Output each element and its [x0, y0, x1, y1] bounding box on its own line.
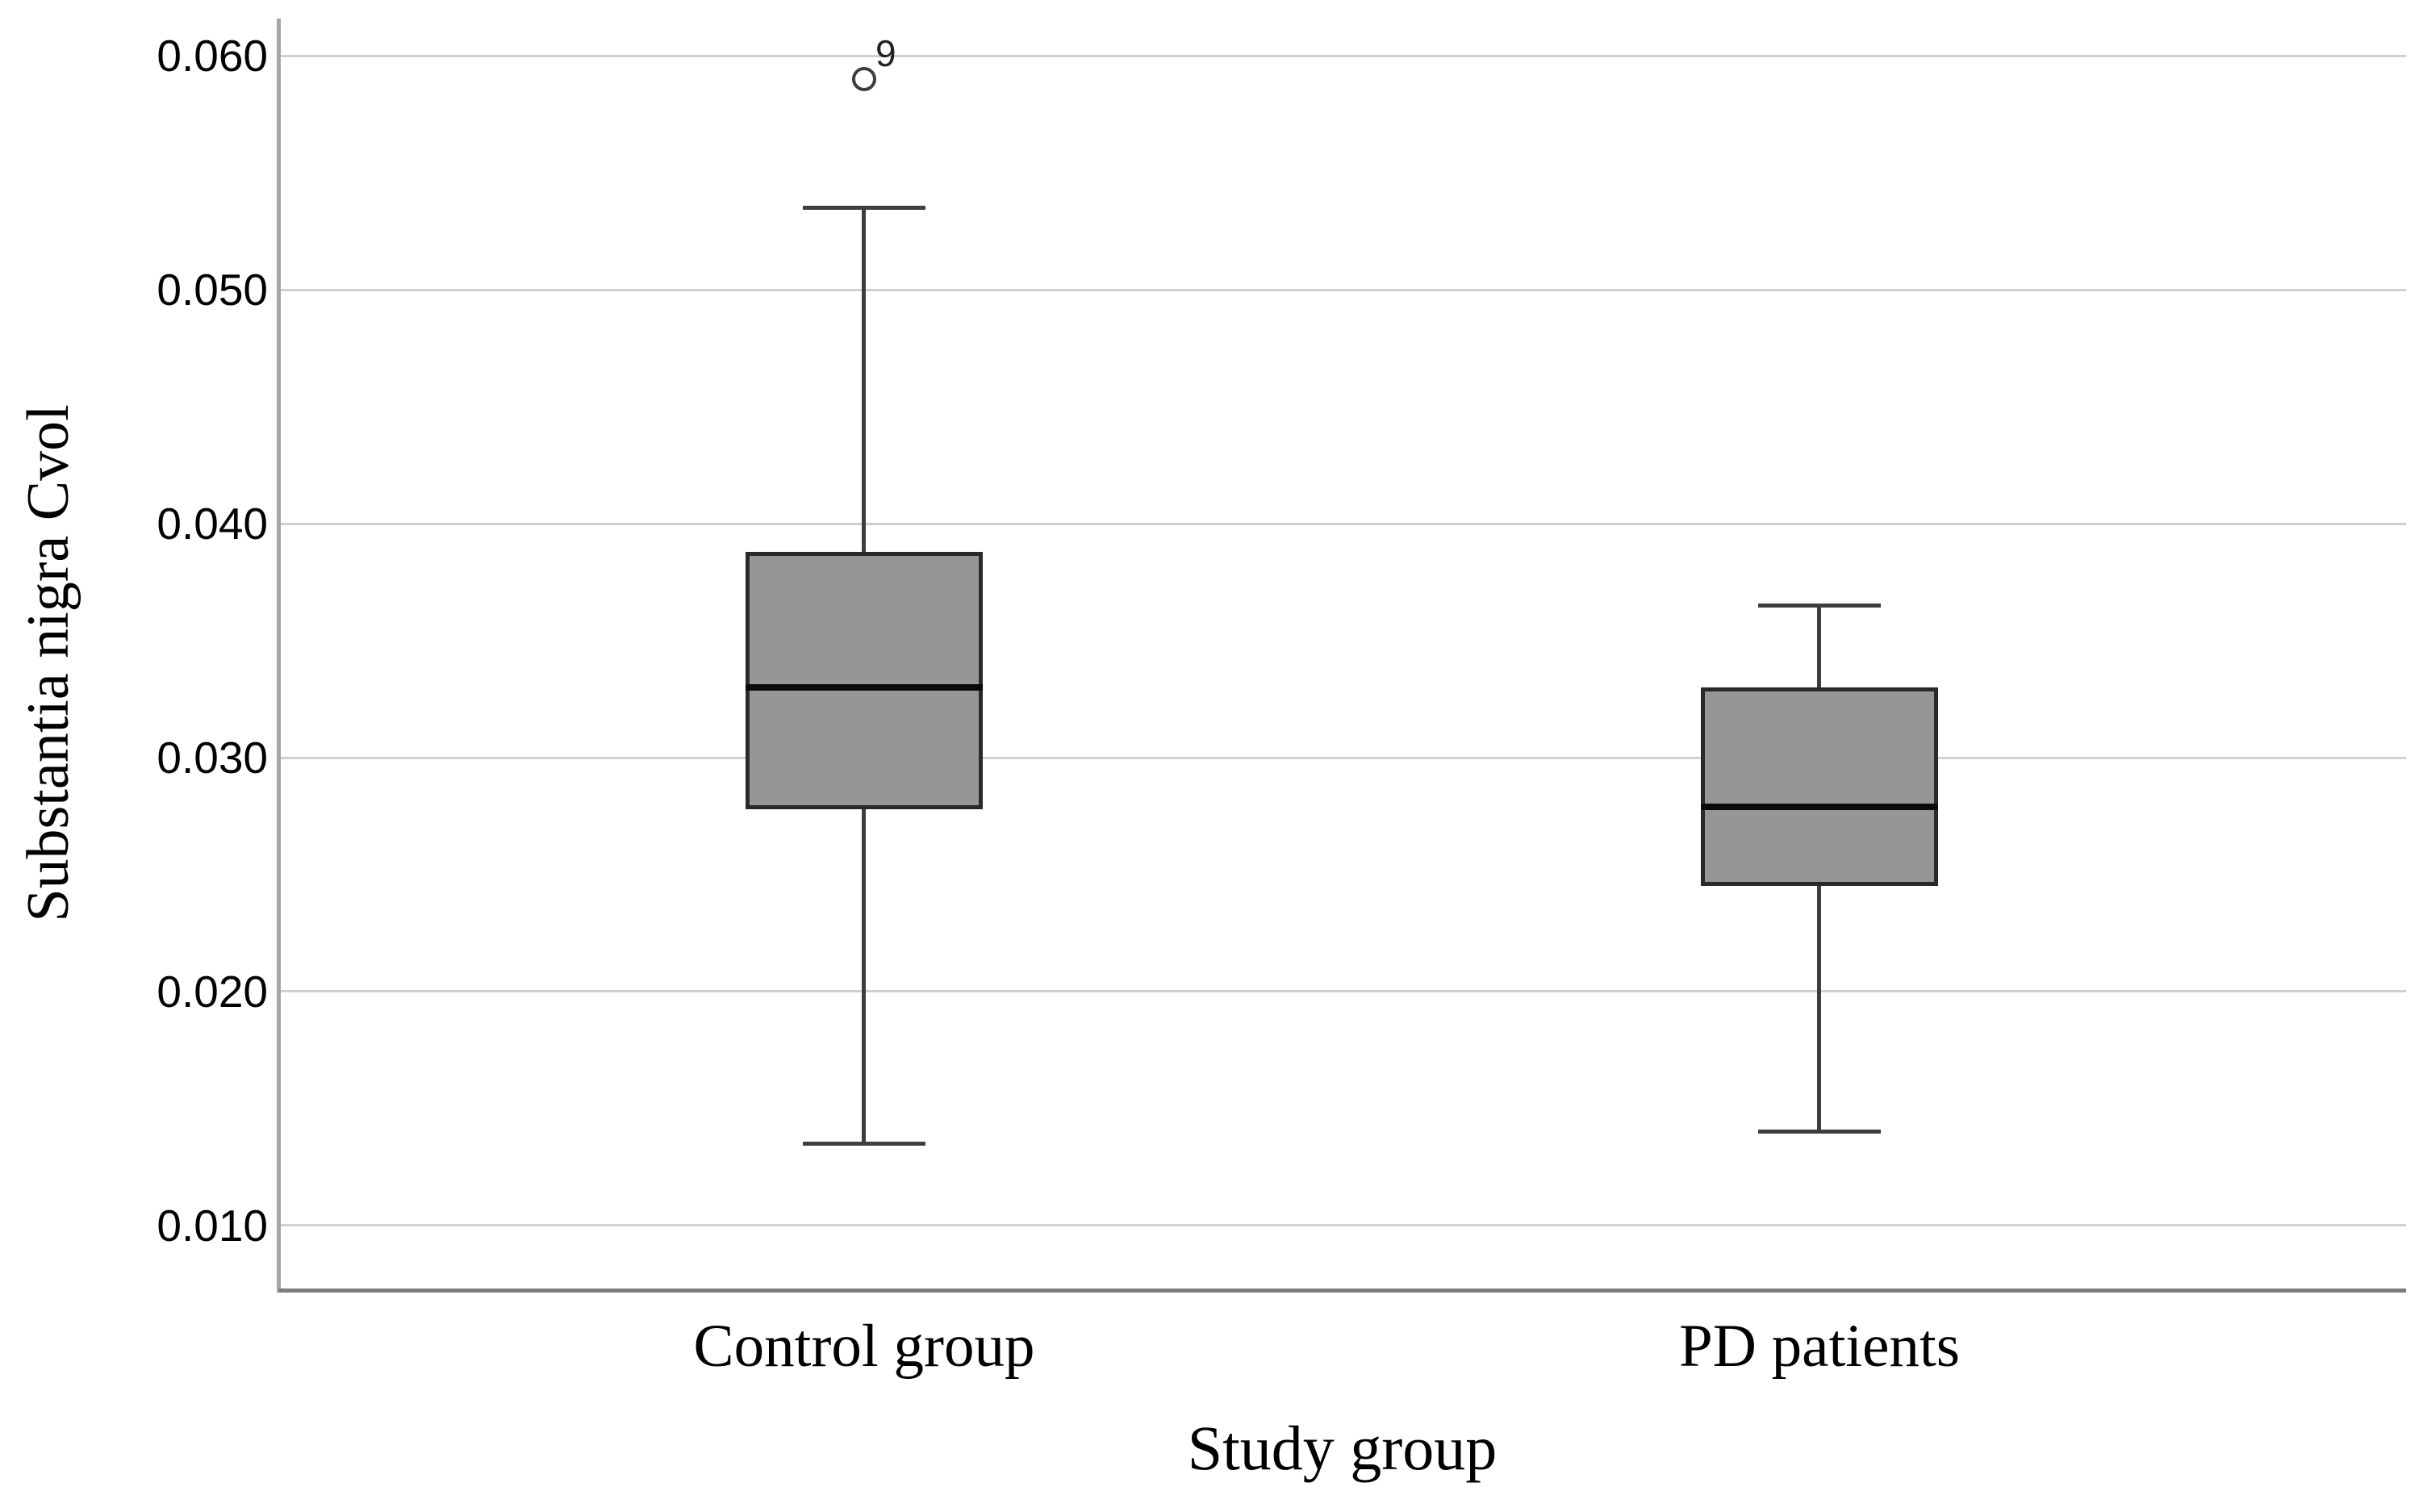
outlier-point — [852, 67, 876, 91]
outlier-label: 9 — [875, 32, 896, 74]
y-tick-label: 0.060 — [157, 31, 268, 81]
x-axis-line — [278, 1289, 2406, 1293]
x-axis-title: Study group — [1187, 1413, 1498, 1483]
y-axis-line — [277, 19, 281, 1293]
gridline — [278, 990, 2406, 992]
median-line — [746, 684, 983, 691]
y-axis-title: Substantia nigra Cvol — [15, 404, 81, 922]
y-tick-label: 0.030 — [157, 733, 268, 783]
whisker-cap-upper — [1758, 604, 1881, 608]
whisker-cap-upper — [803, 206, 925, 210]
gridline — [278, 289, 2406, 291]
whisker-cap-lower — [1758, 1130, 1881, 1134]
y-tick-label: 0.010 — [157, 1201, 268, 1251]
whisker-upper — [1817, 606, 1821, 687]
whisker-upper — [862, 208, 866, 552]
whisker-cap-lower — [803, 1142, 925, 1146]
gridline — [278, 1224, 2406, 1226]
gridline — [278, 757, 2406, 759]
category-label: Control group — [693, 1313, 1035, 1380]
category-label: PD patients — [1679, 1313, 1960, 1380]
y-tick-label: 0.050 — [157, 265, 268, 315]
gridline — [278, 55, 2406, 57]
whisker-lower — [862, 809, 866, 1144]
box — [746, 552, 983, 809]
y-tick-label: 0.040 — [157, 499, 268, 549]
box — [1701, 687, 1938, 886]
gridline — [278, 523, 2406, 525]
whisker-lower — [1817, 886, 1821, 1131]
median-line — [1701, 804, 1938, 810]
y-tick-label: 0.020 — [157, 967, 268, 1017]
